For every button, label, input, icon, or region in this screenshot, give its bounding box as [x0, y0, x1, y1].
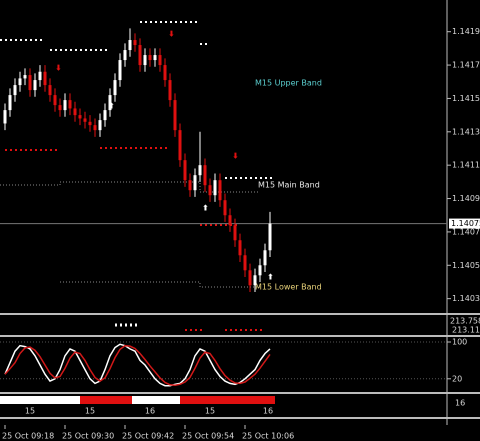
svg-text:⬆: ⬆ — [267, 273, 274, 282]
candle-body — [228, 215, 232, 226]
candle-body — [188, 180, 192, 191]
candle-body — [198, 165, 202, 176]
candle-body — [143, 55, 147, 66]
candle-body — [138, 45, 142, 66]
annotation: M15 Lower Band — [255, 283, 322, 292]
candle-body — [243, 255, 247, 271]
y-tick-label: 20 — [452, 374, 462, 383]
candle-body — [8, 95, 12, 111]
y-tick-label: 1.14110 — [452, 161, 480, 170]
candle-body — [23, 75, 27, 79]
candle-body — [118, 60, 122, 81]
current-price-label: 1.14075 — [451, 219, 480, 228]
candle-body — [98, 120, 102, 131]
signal-label: 15 — [25, 407, 35, 416]
candle-body — [168, 80, 172, 101]
x-tick-label: 25 Oct 09:54 — [182, 432, 234, 441]
candle-body — [128, 40, 132, 51]
y-tick-label: 1.14170 — [452, 61, 480, 70]
candle-body — [58, 105, 62, 111]
lower-band — [60, 281, 260, 288]
candle-body — [133, 40, 137, 46]
annotation: M15 Main Band — [258, 181, 320, 190]
svg-text:⬇: ⬇ — [232, 152, 239, 161]
candle-body — [13, 85, 17, 96]
indicator-label: 213.111 — [452, 326, 480, 335]
svg-text:⬆: ⬆ — [202, 204, 209, 213]
x-tick-label: 25 Oct 10:06 — [242, 432, 294, 441]
y-tick-label: 1.14130 — [452, 127, 480, 136]
candle-body — [103, 110, 107, 121]
candle-body — [163, 65, 167, 81]
signal-label: 16 — [145, 407, 155, 416]
candle-body — [238, 240, 242, 256]
candle-body — [183, 160, 187, 181]
candle-body — [113, 80, 117, 96]
x-tick-label: 25 Oct 09:18 — [2, 432, 54, 441]
signal-strip — [0, 396, 275, 404]
line-series — [4, 344, 271, 386]
y-tick-label: 100 — [452, 338, 467, 347]
candle-body — [203, 165, 207, 186]
candle-body — [28, 75, 32, 91]
signal-label: 15 — [85, 407, 95, 416]
x-tick-label: 25 Oct 09:42 — [122, 432, 174, 441]
svg-text:⬇: ⬇ — [168, 30, 175, 39]
candle-body — [178, 130, 182, 161]
candle-body — [123, 50, 127, 61]
candle-body — [53, 95, 57, 106]
candle-body — [213, 180, 217, 196]
band-dots — [0, 21, 275, 331]
candle-body — [218, 180, 222, 201]
candle-body — [3, 110, 7, 124]
candle-body — [18, 78, 22, 86]
candle-body — [268, 223, 272, 251]
indicator-label: 213.7588 — [450, 317, 480, 326]
y-tick-label: 1.14190 — [452, 27, 480, 36]
y-tick-label: 1.14050 — [452, 261, 480, 270]
current-price-box — [449, 218, 480, 229]
signal-label: 16 — [455, 399, 465, 408]
candle-body — [193, 175, 197, 191]
candle-body — [83, 118, 87, 122]
candle-body — [33, 80, 37, 91]
candle-body — [73, 108, 77, 116]
candle-body — [233, 225, 237, 241]
y-tick-label: 1.14030 — [452, 294, 480, 303]
candle-body — [68, 100, 72, 109]
candle-body — [148, 55, 152, 61]
candle-body — [88, 121, 92, 126]
y-tick-label: 1.14150 — [452, 94, 480, 103]
annotation: M15 Upper Band — [255, 79, 322, 88]
y-tick-label: 1.14070 — [452, 227, 480, 236]
candle-body — [93, 125, 97, 131]
signal-label: 16 — [263, 407, 273, 416]
x-tick-label: 25 Oct 09:30 — [62, 432, 114, 441]
candle-body — [173, 100, 177, 131]
candle-body — [258, 265, 262, 276]
line-series — [4, 343, 271, 387]
candle-body — [223, 200, 227, 216]
signal-label: 15 — [205, 407, 215, 416]
candle-body — [78, 115, 82, 119]
svg-text:⬇: ⬇ — [55, 64, 62, 73]
candle-body — [63, 100, 67, 111]
candle-body — [48, 85, 52, 96]
candle-body — [43, 71, 47, 86]
y-tick-label: 1.14090 — [452, 194, 480, 203]
candle-body — [248, 270, 252, 286]
candle-body — [158, 55, 162, 66]
candle-body — [208, 185, 212, 196]
candle-body — [253, 275, 257, 286]
panel-borders — [0, 0, 480, 425]
candle-body — [38, 71, 42, 81]
candle-body — [153, 55, 157, 61]
candle-body — [108, 95, 112, 111]
candle-body — [263, 250, 267, 266]
